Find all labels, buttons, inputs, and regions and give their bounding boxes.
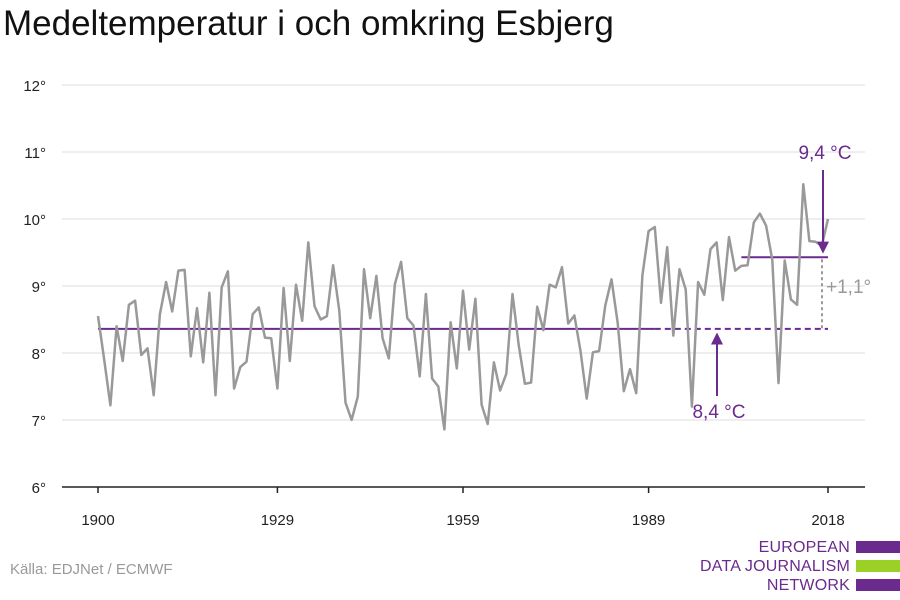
annotation-baseline-mean: 8,4 °C: [692, 402, 745, 423]
x-tick-label-1900: 1900: [81, 512, 114, 529]
y-tick-label-9: 9°: [32, 279, 46, 296]
reference-lines: [98, 256, 828, 330]
y-tick-label-7: 7°: [32, 413, 46, 430]
y-tick-labels: 6° 7° 8° 9° 10° 11° 12°: [23, 78, 46, 497]
y-tick-label-8: 8°: [32, 346, 46, 363]
series-group: [96, 182, 830, 431]
x-tick-label-2018: 2018: [811, 512, 844, 529]
annotation-recent-mean: 9,4 °C: [798, 143, 851, 164]
series-line-0: [96, 182, 830, 431]
logo-line-data-journalism: DATA JOURNALISM: [700, 558, 850, 575]
x-ticks: 1900 1929 1959 1989 2018: [81, 487, 845, 529]
logo-bar-purple-top: [856, 541, 900, 553]
x-tick-label-1989: 1989: [632, 512, 665, 529]
logo-line-network: NETWORK: [766, 577, 850, 594]
logo-bar-green: [856, 560, 900, 572]
logo-line-european: EUROPEAN: [758, 539, 850, 556]
x-tick-label-1959: 1959: [446, 512, 479, 529]
edjnet-logo: EUROPEAN DATA JOURNALISM NETWORK: [700, 534, 900, 600]
annotations: 9,4 °C 8,4 °C +1,1°: [692, 143, 871, 423]
y-tick-label-12: 12°: [23, 78, 46, 95]
chart-title: Medeltemperatur i och omkring Esbjerg: [3, 4, 614, 43]
y-tick-label-11: 11°: [24, 145, 46, 162]
y-tick-label-6: 6°: [32, 480, 46, 497]
source-credit: Källa: EDJNet / ECMWF: [10, 561, 173, 578]
x-tick-label-1929: 1929: [261, 512, 294, 529]
logo-bar-purple-bottom: [856, 579, 900, 591]
annotation-difference: +1,1°: [826, 277, 871, 298]
grid-lines: [62, 84, 865, 421]
y-tick-label-10: 10°: [23, 212, 46, 229]
